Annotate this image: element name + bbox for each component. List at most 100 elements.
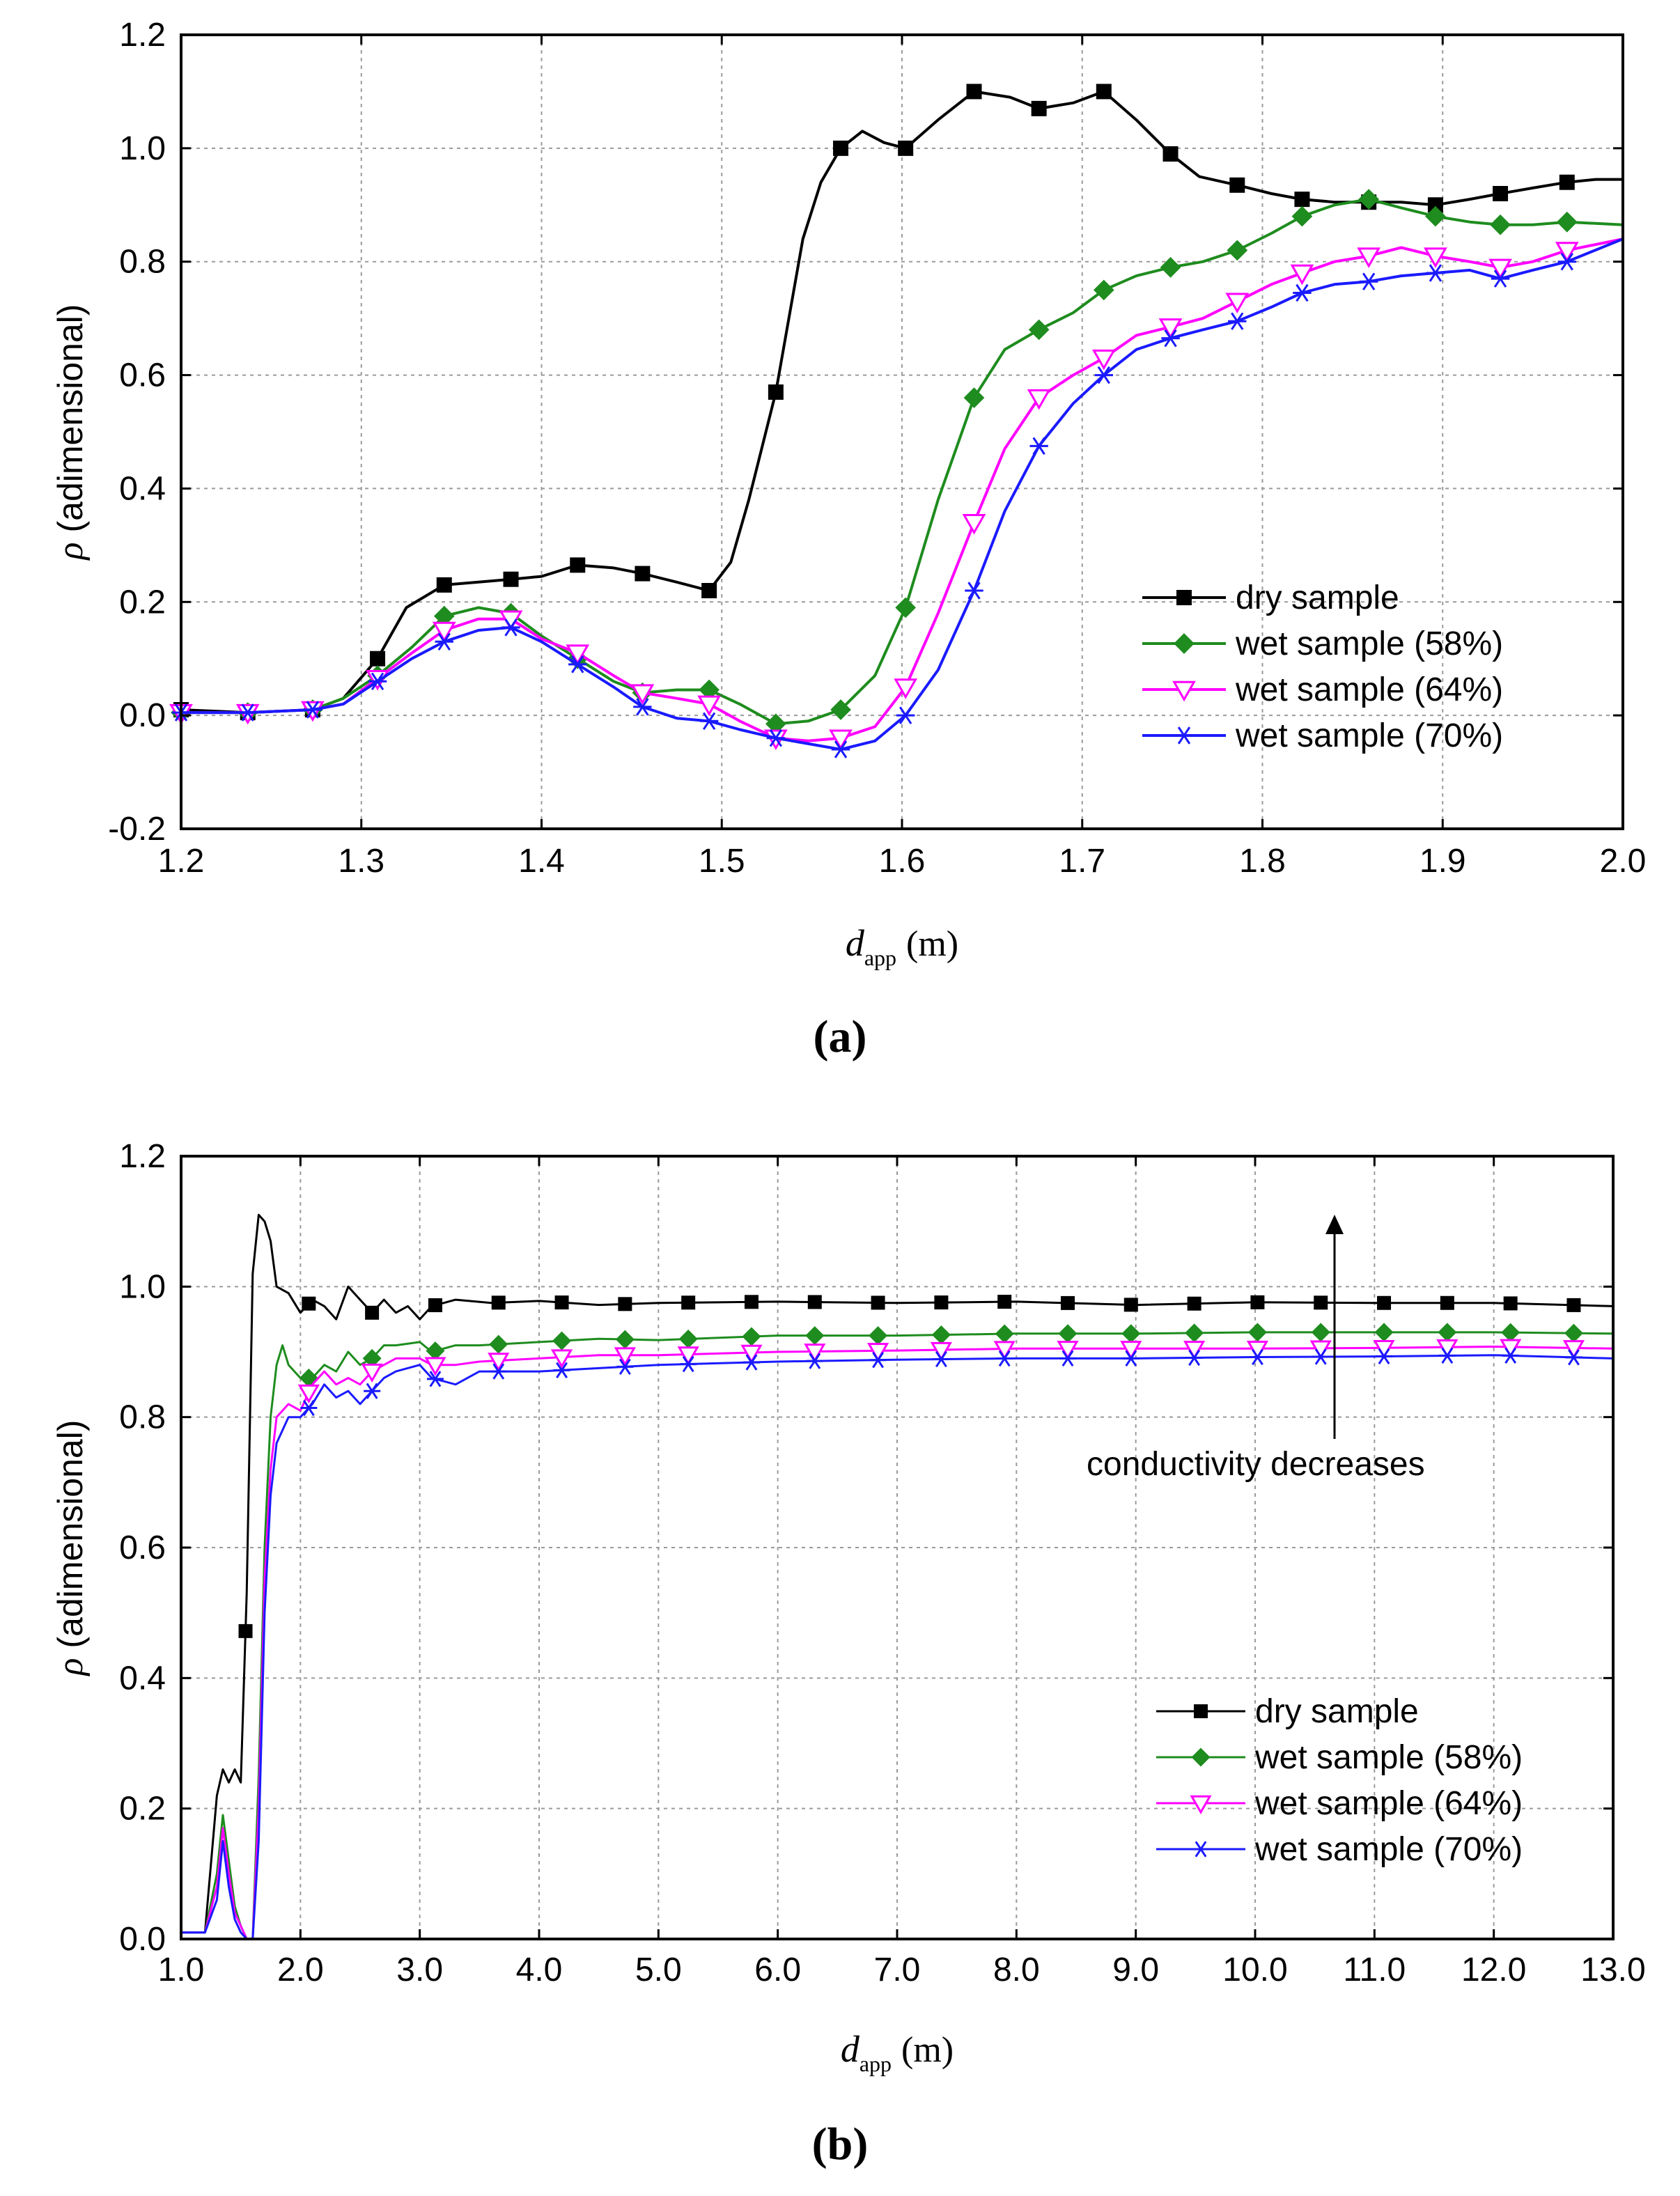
data-point-dry-sample xyxy=(618,1297,632,1311)
series-b xyxy=(181,1213,1614,1940)
x-axis-label-b: dapp (m) xyxy=(841,2028,954,2076)
data-point-wet-sample-58 xyxy=(765,713,786,735)
data-point-wet-sample-70 xyxy=(1502,1347,1519,1364)
y-tick-label: 0.0 xyxy=(119,697,166,734)
data-point-dry-sample xyxy=(1123,1298,1138,1312)
data-point-wet-sample-64 xyxy=(677,1346,699,1366)
y-tick-label: 0.6 xyxy=(119,357,166,394)
data-point-wet-sample-70 xyxy=(568,655,587,673)
data-point-dry-sample xyxy=(1377,1295,1392,1310)
data-point-wet-sample-70 xyxy=(633,698,652,716)
y-tick-label: 1.0 xyxy=(119,1268,166,1305)
panel-label-a: (a) xyxy=(814,1011,867,1062)
legend-label-wet-sample-58: wet sample (58%) xyxy=(1254,1739,1523,1776)
data-point-wet-sample-70 xyxy=(766,729,786,747)
data-point-wet-sample-58 xyxy=(1311,1323,1330,1342)
y-tick-label: 0.8 xyxy=(119,1399,166,1436)
legend-a: dry sample wet sample (58%) wet sample (64… xyxy=(1142,579,1503,754)
data-point-wet-sample-70 xyxy=(1185,1349,1203,1366)
data-point-wet-sample-64 xyxy=(432,621,456,643)
data-point-wet-sample-70 xyxy=(553,1362,570,1378)
data-point-wet-sample-70 xyxy=(1122,1350,1140,1367)
legend-b: dry sample wet sample (58%) wet sample (64… xyxy=(1156,1693,1523,1868)
x-tick-label: 1.0 xyxy=(158,1952,205,1988)
data-point-dry-sample xyxy=(1503,1296,1518,1311)
data-point-wet-sample-64 xyxy=(1555,242,1579,263)
data-point-wet-sample-70 xyxy=(965,582,983,600)
data-point-wet-sample-70 xyxy=(1161,329,1180,348)
data-point-dry-sample xyxy=(554,1295,569,1310)
data-point-wet-sample-64 xyxy=(1057,1341,1079,1360)
x-tick-label: 1.7 xyxy=(1059,843,1105,880)
data-point-dry-sample xyxy=(370,651,386,667)
data-point-wet-sample-58 xyxy=(426,1341,445,1361)
y-tick-label: 1.2 xyxy=(119,1138,166,1175)
data-point-wet-sample-70 xyxy=(1565,1349,1582,1366)
data-point-wet-sample-58 xyxy=(699,679,720,701)
data-point-dry-sample xyxy=(768,384,784,400)
data-point-wet-sample-64 xyxy=(1357,247,1381,268)
data-point-wet-sample-70 xyxy=(238,703,257,722)
legend-label-wet-sample-70: wet sample (70%) xyxy=(1235,717,1503,754)
y-axis-label-a: ρ(adimensional) xyxy=(51,304,91,561)
series-a xyxy=(169,84,1624,758)
data-point-wet-sample-70 xyxy=(1094,366,1113,384)
y-tick-label: -0.2 xyxy=(108,811,166,848)
data-point-dry-sample xyxy=(503,571,519,587)
x-tick-label: 13.0 xyxy=(1580,1952,1645,1988)
ticks-a: 1.2 1.3 1.4 1.5 1.6 1.7 1.8 1.9 2.0 -0.2 0.0 0.2 0.4… xyxy=(108,17,1646,880)
data-point-wet-sample-70 xyxy=(1293,283,1312,302)
data-point-wet-sample-58 xyxy=(805,1326,825,1346)
data-point-wet-sample-70 xyxy=(1376,1348,1393,1365)
x-tick-label: 4.0 xyxy=(516,1952,563,1988)
data-point-wet-sample-64 xyxy=(894,678,918,699)
data-point-wet-sample-70 xyxy=(300,1399,318,1417)
data-point-wet-sample-64 xyxy=(1091,349,1116,371)
data-point-wet-sample-70 xyxy=(933,1350,950,1368)
data-point-wet-sample-64 xyxy=(550,1349,573,1369)
data-point-dry-sample xyxy=(365,1305,380,1320)
data-point-wet-sample-58 xyxy=(1247,1323,1267,1342)
data-point-wet-sample-70 xyxy=(1438,1347,1456,1364)
data-point-wet-sample-58 xyxy=(1121,1324,1141,1344)
x-tick-label: 1.9 xyxy=(1420,843,1466,880)
data-point-wet-sample-58 xyxy=(742,1327,761,1346)
data-point-wet-sample-64 xyxy=(1290,264,1314,286)
data-point-dry-sample xyxy=(1229,177,1245,193)
data-point-wet-sample-64 xyxy=(697,695,722,717)
legend-marker-wet-sample-70 xyxy=(1192,1841,1209,1858)
data-point-dry-sample xyxy=(436,577,452,593)
data-point-dry-sample xyxy=(1031,100,1047,116)
x-tick-label: 1.6 xyxy=(879,843,926,880)
data-point-dry-sample xyxy=(997,1295,1012,1309)
data-point-wet-sample-58 xyxy=(433,605,455,627)
data-point-wet-sample-70 xyxy=(616,1358,634,1375)
data-point-wet-sample-64 xyxy=(424,1357,446,1376)
series-line-dry-sample xyxy=(181,1213,1614,1934)
data-point-wet-sample-64 xyxy=(614,1347,636,1366)
data-point-wet-sample-70 xyxy=(1359,272,1378,290)
data-point-wet-sample-70 xyxy=(831,740,850,758)
data-point-wet-sample-64 xyxy=(1488,258,1512,280)
data-point-wet-sample-58 xyxy=(895,597,917,618)
data-point-dry-sample xyxy=(898,140,914,156)
data-point-wet-sample-64 xyxy=(1183,1341,1206,1360)
annotation-text: conductivity decreases xyxy=(1087,1446,1425,1483)
data-point-dry-sample xyxy=(1250,1295,1265,1309)
legend-marker-dry-sample xyxy=(1194,1704,1208,1718)
x-tick-label: 1.2 xyxy=(158,843,205,880)
data-point-wet-sample-70 xyxy=(896,706,915,724)
data-point-wet-sample-58 xyxy=(1556,211,1578,233)
data-point-wet-sample-58 xyxy=(489,1334,508,1354)
data-point-wet-sample-70 xyxy=(742,1354,760,1371)
x-tick-label: 11.0 xyxy=(1343,1952,1406,1988)
x-tick-label: 1.8 xyxy=(1239,843,1286,880)
data-point-dry-sample xyxy=(1314,1295,1328,1310)
data-point-wet-sample-70 xyxy=(1491,270,1510,288)
data-point-wet-sample-64 xyxy=(488,1353,510,1372)
data-point-wet-sample-58 xyxy=(1291,205,1313,227)
data-point-wet-sample-64 xyxy=(804,1344,826,1363)
data-point-wet-sample-58 xyxy=(1425,205,1446,227)
data-point-wet-sample-58 xyxy=(678,1330,698,1349)
